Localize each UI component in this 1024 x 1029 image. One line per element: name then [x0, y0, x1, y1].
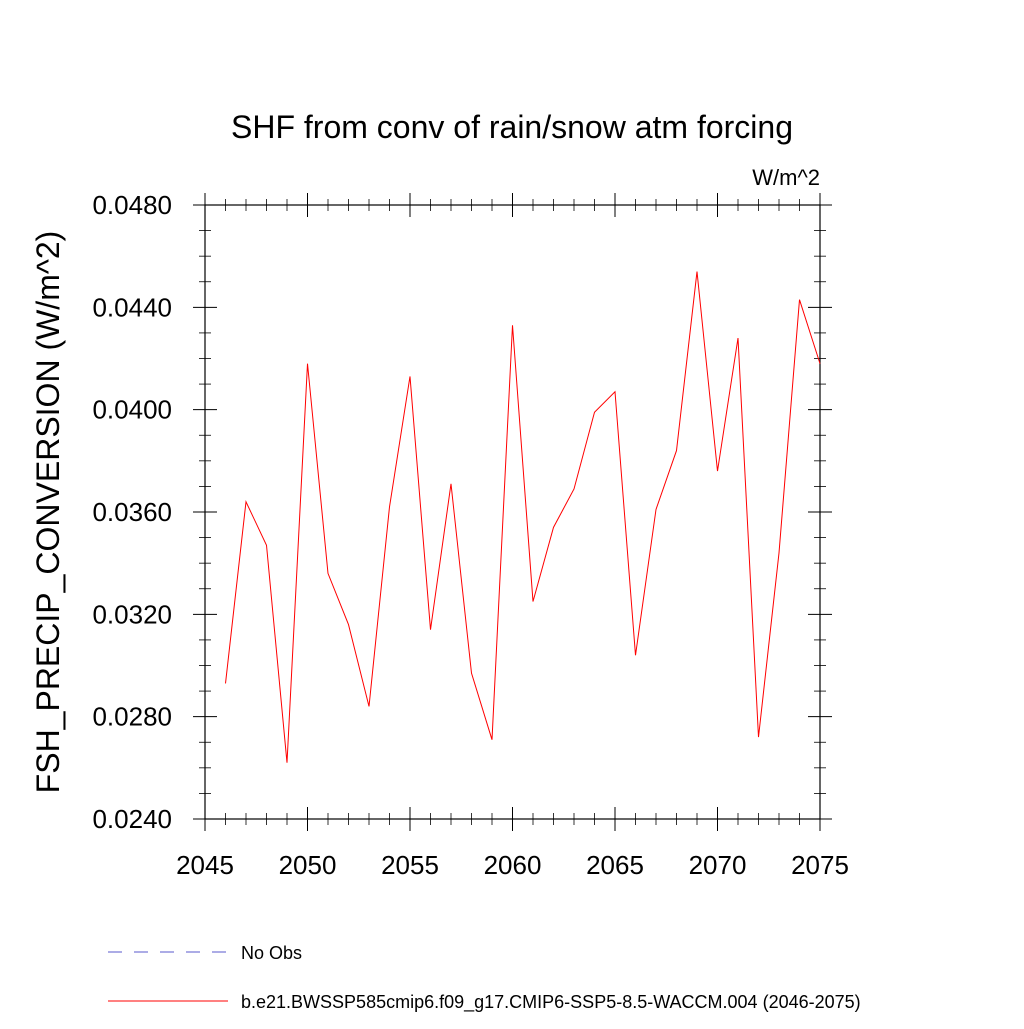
data-point	[532, 600, 535, 603]
chart-title: SHF from conv of rain/snow atm forcing	[231, 109, 793, 145]
data-point	[388, 505, 391, 508]
data-point	[614, 390, 617, 393]
data-point	[491, 738, 494, 741]
data-point	[675, 449, 678, 452]
y-tick-label: 0.0320	[92, 599, 172, 629]
data-point	[757, 736, 760, 739]
y-tick-label: 0.0440	[92, 292, 172, 322]
x-tick-label: 2065	[586, 850, 644, 880]
plot-frame	[204, 204, 821, 820]
data-point	[573, 487, 576, 490]
data-point	[327, 572, 330, 575]
series-line	[225, 271, 821, 763]
x-tick-label: 2045	[176, 850, 234, 880]
data-point	[655, 508, 658, 511]
y-tick-label: 0.0360	[92, 497, 172, 527]
y-tick-label: 0.0240	[92, 804, 172, 834]
data-point	[511, 324, 514, 327]
data-point	[265, 544, 268, 547]
data-point	[347, 623, 350, 626]
data-point	[450, 482, 453, 485]
data-point	[245, 500, 248, 503]
x-tick-label: 2075	[791, 850, 849, 880]
x-tick-label: 2050	[279, 850, 337, 880]
data-point	[593, 411, 596, 414]
units-label: W/m^2	[752, 165, 820, 190]
y-tick-label: 0.0480	[92, 190, 172, 220]
y-tick-label: 0.0280	[92, 702, 172, 732]
legend-label: No Obs	[241, 943, 302, 963]
data-point	[409, 375, 412, 378]
y-tick-label: 0.0400	[92, 395, 172, 425]
data-point	[552, 526, 555, 529]
legend: No Obs b.e21.BWSSP585cmip6.f09_g17.CMIP6-…	[108, 943, 861, 1013]
data-point	[368, 705, 371, 708]
series-layer	[224, 270, 822, 764]
data-point	[696, 270, 699, 273]
data-point	[716, 470, 719, 473]
data-point	[224, 682, 227, 685]
data-point	[798, 298, 801, 301]
data-point	[306, 362, 309, 365]
data-point	[429, 628, 432, 631]
legend-label: b.e21.BWSSP585cmip6.f09_g17.CMIP6-SSP5-8…	[241, 992, 861, 1013]
data-point	[778, 551, 781, 554]
x-tick-label: 2060	[484, 850, 542, 880]
data-point	[634, 654, 637, 657]
axis-ticks: 2045 2050 2055 2060 2065 2070 2075 0.0240 0.0280…	[92, 190, 848, 880]
x-tick-label: 2055	[381, 850, 439, 880]
x-tick-label: 2070	[689, 850, 747, 880]
data-point	[819, 362, 822, 365]
data-point	[737, 337, 740, 340]
data-point	[286, 761, 289, 764]
data-point	[470, 672, 473, 675]
y-axis-label: FSH_PRECIP_CONVERSION (W/m^2)	[30, 231, 66, 794]
